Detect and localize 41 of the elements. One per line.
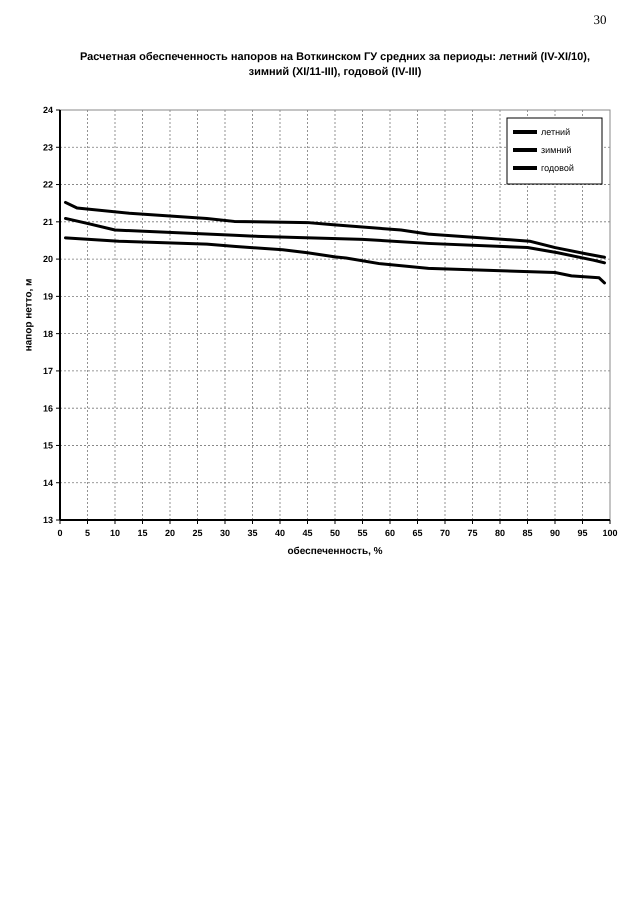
x-tick-label: 95	[577, 528, 588, 538]
x-tick-label: 80	[494, 528, 506, 538]
x-axis-title: обеспеченность, %	[287, 546, 383, 557]
y-tick-label: 18	[42, 328, 53, 339]
x-tick-label: 75	[467, 528, 478, 538]
x-tick-label: 40	[274, 528, 286, 538]
x-tick-label: 45	[302, 528, 313, 538]
y-tick-label: 19	[42, 292, 53, 302]
x-tick-label: 85	[522, 528, 533, 538]
x-tick-label: 15	[137, 528, 148, 538]
y-tick-label: 24	[42, 105, 53, 116]
y-tick-label: 17	[42, 366, 53, 376]
x-tick-label: 100	[602, 528, 618, 538]
y-axis-title: напор нетто, м	[24, 278, 34, 352]
legend-label: летний	[541, 127, 570, 138]
x-tick-label: 55	[357, 528, 368, 538]
y-tick-label: 21	[42, 216, 53, 227]
x-tick-label: 50	[330, 528, 340, 538]
y-tick-label: 13	[42, 515, 53, 526]
chart-title: Расчетная обеспеченность напоров на Воткинском ГУ средних за периоды: летний (IV-XI/10), зимний (XI/11-III), годовой (IV-III)	[80, 51, 590, 78]
x-tick-label: 25	[192, 528, 203, 538]
y-tick-label: 16	[42, 403, 53, 414]
line-series	[64, 236, 606, 284]
x-tick-label: 10	[110, 528, 120, 538]
y-tick-label: 22	[42, 180, 53, 190]
x-tick-label: 90	[550, 528, 560, 538]
x-tick-label: 0	[57, 528, 63, 538]
y-tick-label: 20	[42, 254, 53, 264]
legend-label: годовой	[541, 163, 574, 174]
x-tick-label: 30	[220, 528, 230, 538]
text: 30	[594, 12, 606, 27]
x-tick-label: 5	[84, 528, 90, 538]
x-tick-label: 60	[384, 528, 396, 538]
y-tick-label: 14	[42, 478, 53, 488]
x-tick-label: 65	[412, 528, 423, 538]
y-tick-label: 15	[42, 440, 53, 451]
legend-label: зимний	[541, 145, 572, 156]
y-tick-label: 23	[42, 142, 53, 152]
x-tick-label: 70	[440, 528, 450, 538]
x-tick-label: 20	[164, 528, 176, 538]
x-tick-label: 35	[247, 528, 258, 538]
